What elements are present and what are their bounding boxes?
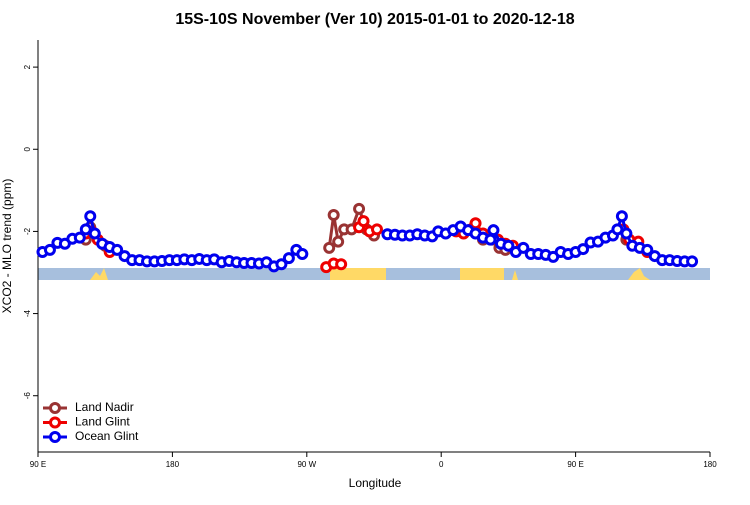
legend-label: Land Nadir	[75, 400, 134, 414]
data-point	[611, 223, 624, 236]
data-point	[84, 210, 97, 223]
data-point	[357, 215, 370, 228]
data-point	[79, 223, 92, 236]
data-point	[615, 210, 628, 223]
data-point	[275, 258, 288, 271]
y-axis-label: XCO2 - MLO trend (ppm)	[0, 179, 14, 314]
legend-marker	[49, 402, 61, 414]
y-tick-label: 0	[23, 146, 32, 151]
data-point	[577, 243, 590, 256]
legend-marker	[49, 416, 61, 429]
data-point	[335, 258, 348, 271]
land-band	[330, 268, 386, 280]
y-tick-label: -4	[23, 309, 32, 317]
land-band	[460, 268, 504, 280]
land-band	[90, 268, 108, 280]
data-point	[487, 224, 500, 237]
x-tick-label: 0	[439, 460, 444, 469]
data-point	[73, 231, 86, 244]
legend-marker	[49, 431, 61, 443]
data-point	[686, 255, 699, 268]
data-point	[296, 248, 309, 261]
y-tick-label: -6	[23, 392, 32, 400]
legend-label: Land Glint	[75, 415, 130, 429]
y-tick-label: -2	[23, 227, 32, 235]
land-band	[628, 268, 650, 280]
data-point	[332, 235, 345, 248]
y-tick-label: 2	[23, 64, 32, 69]
x-tick-label: 180	[166, 460, 180, 469]
data-point	[327, 208, 340, 221]
data-point	[502, 239, 515, 252]
data-point	[282, 252, 295, 265]
data-point	[620, 227, 633, 240]
land-band	[512, 270, 518, 280]
chart-title: 15S-10S November (Ver 10) 2015-01-01 to …	[175, 11, 574, 28]
data-point	[43, 243, 56, 256]
x-tick-label: 90 E	[567, 460, 583, 469]
data-point	[517, 241, 530, 254]
data-point	[88, 227, 101, 240]
data-point	[370, 223, 383, 236]
data-point	[353, 202, 366, 215]
data-point	[641, 243, 654, 256]
data-point	[111, 243, 124, 256]
x-axis-label: Longitude	[349, 476, 402, 490]
land-mask	[38, 268, 710, 280]
data-point	[484, 233, 497, 246]
x-tick-label: 90 E	[30, 460, 46, 469]
x-tick-label: 180	[703, 460, 717, 469]
x-tick-label: 90 W	[297, 460, 316, 469]
data-point	[323, 241, 336, 254]
legend-label: Ocean Glint	[75, 429, 139, 443]
